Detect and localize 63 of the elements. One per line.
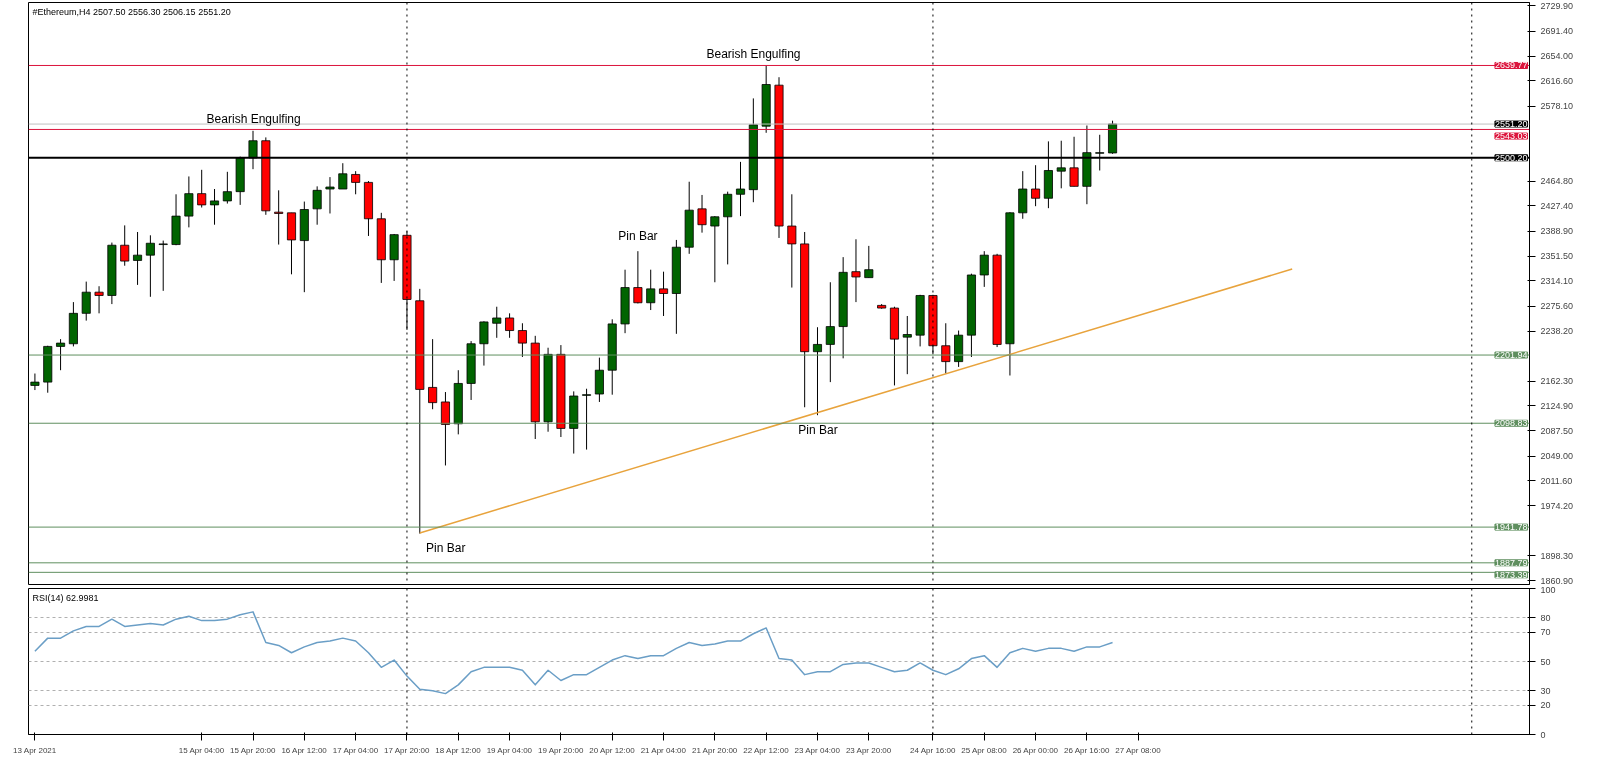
y-tick-label: 0 — [1540, 729, 1546, 740]
y-tick-label: 2654.00 — [1540, 51, 1574, 62]
y-tick-label: 2011.60 — [1540, 475, 1573, 486]
x-tick-label: 27 Apr 08:00 — [1115, 745, 1162, 755]
ref-line-label: 1873.39 — [1494, 569, 1528, 580]
y-tick-label: 2124.90 — [1540, 401, 1574, 411]
y-tick-label: 1898.30 — [1540, 550, 1574, 561]
x-tick-label: 19 Apr 20:00 — [538, 745, 584, 755]
annotation: Pin Bar — [618, 229, 658, 244]
y-tick-label: 2427.40 — [1540, 200, 1574, 211]
y-tick-label: 2464.80 — [1540, 176, 1574, 187]
x-tick-label: 16 Apr 12:00 — [281, 745, 328, 755]
ref-line-label: 2543.03 — [1494, 131, 1528, 142]
annotation: Pin Bar — [798, 423, 838, 438]
y-tick-label: 80 — [1540, 612, 1551, 623]
y-tick-label: 2087.50 — [1540, 425, 1574, 436]
x-tick-label: 17 Apr 20:00 — [384, 745, 430, 755]
y-tick-label: 2314.10 — [1540, 275, 1574, 286]
y-tick-label: 2162.30 — [1540, 376, 1574, 387]
x-tick-label: 17 Apr 04:00 — [332, 745, 379, 755]
x-tick-label: 23 Apr 04:00 — [794, 745, 841, 755]
y-tick-label: 2238.20 — [1540, 326, 1574, 337]
y-tick-label: 1974.20 — [1540, 500, 1574, 511]
x-tick-label: 20 Apr 12:00 — [589, 745, 636, 755]
annotation: Bearish Engulfing — [706, 46, 801, 61]
annotation: Bearish Engulfing — [206, 111, 301, 126]
x-tick-label: 23 Apr 20:00 — [845, 745, 892, 755]
ref-line-label: 2639.77 — [1494, 60, 1528, 71]
ref-line-label: 2551.20 — [1494, 119, 1528, 130]
y-tick-label: 50 — [1540, 656, 1551, 667]
x-tick-label: 15 Apr 04:00 — [178, 745, 225, 755]
y-tick-label: 70 — [1540, 627, 1551, 638]
x-tick-label: 21 Apr 04:00 — [640, 745, 687, 755]
y-tick-label: 2049.00 — [1540, 451, 1574, 462]
ref-line-label: 1887.79 — [1494, 557, 1528, 568]
x-tick-label: 19 Apr 04:00 — [486, 745, 533, 755]
ref-line-label: 1941.78 — [1494, 522, 1528, 533]
y-tick-label: 2691.40 — [1540, 26, 1574, 37]
x-tick-label: 26 Apr 00:00 — [1012, 745, 1059, 755]
y-tick-label: 2351.50 — [1540, 251, 1574, 262]
y-tick-label: 2388.90 — [1540, 226, 1574, 237]
ref-line-label: 2500.20 — [1494, 152, 1528, 163]
ref-line-label: 2201.94 — [1494, 350, 1528, 361]
x-tick-label: 25 Apr 08:00 — [961, 745, 1008, 755]
y-tick-label: 2729.90 — [1540, 0, 1574, 11]
x-tick-label: 21 Apr 20:00 — [691, 745, 738, 755]
y-tick-label: 2616.60 — [1540, 75, 1574, 86]
x-tick-label: 15 Apr 20:00 — [230, 745, 277, 755]
annotation: Pin Bar — [426, 540, 466, 555]
y-tick-label: 20 — [1540, 700, 1551, 711]
y-tick-label: 1860.90 — [1540, 575, 1574, 586]
x-tick-label: 26 Apr 16:00 — [1063, 745, 1110, 755]
chart-title: #Ethereum,H4 2507.50 2556.30 2506.15 2551.20 — [32, 6, 231, 17]
y-tick-label: 2275.60 — [1540, 301, 1574, 312]
y-tick-label: 100 — [1540, 584, 1556, 595]
x-tick-label: 18 Apr 12:00 — [435, 745, 482, 755]
y-tick-label: 2578.10 — [1540, 101, 1574, 112]
x-tick-label: 22 Apr 12:00 — [743, 745, 790, 755]
text: RSI(14) 62.9981 — [32, 592, 99, 603]
x-tick-label: 24 Apr 16:00 — [910, 745, 956, 755]
y-tick-label: 30 — [1540, 685, 1551, 696]
ref-line-label: 2098.83 — [1494, 418, 1528, 429]
x-tick-label: 13 Apr 2021 — [13, 745, 57, 755]
